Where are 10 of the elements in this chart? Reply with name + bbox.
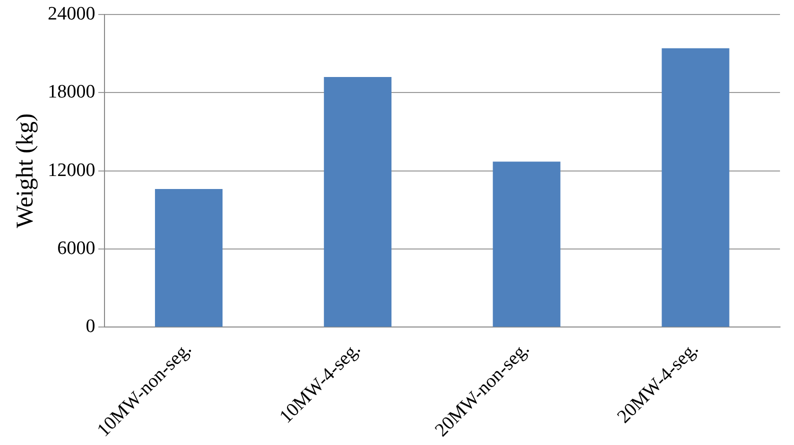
- bar: [662, 48, 730, 327]
- bar: [492, 162, 560, 327]
- y-tick-label: 24000: [48, 3, 96, 24]
- y-tick-label: 12000: [48, 160, 96, 181]
- bar: [154, 189, 223, 327]
- y-tick-label: 18000: [48, 82, 96, 103]
- y-tick-label: 0: [86, 316, 96, 338]
- y-axis-title: Weight (kg): [12, 113, 39, 228]
- bar: [324, 76, 392, 327]
- y-tick-label: 6000: [57, 238, 96, 259]
